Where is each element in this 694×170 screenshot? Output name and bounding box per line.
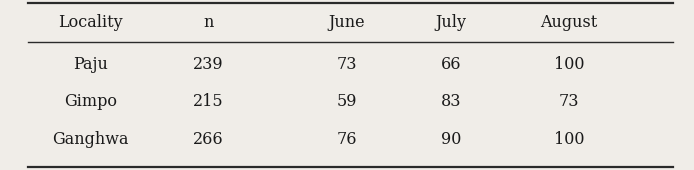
Text: June: June — [329, 14, 365, 31]
Text: 73: 73 — [337, 56, 357, 73]
Text: 266: 266 — [193, 131, 223, 148]
Text: 76: 76 — [337, 131, 357, 148]
Text: 66: 66 — [441, 56, 462, 73]
Text: Paju: Paju — [73, 56, 108, 73]
Text: 59: 59 — [337, 94, 357, 111]
Text: 73: 73 — [559, 94, 579, 111]
Text: 83: 83 — [441, 94, 462, 111]
Text: August: August — [541, 14, 598, 31]
Text: Ganghwa: Ganghwa — [52, 131, 128, 148]
Text: n: n — [203, 14, 213, 31]
Text: 100: 100 — [554, 56, 584, 73]
Text: 239: 239 — [193, 56, 223, 73]
Text: 90: 90 — [441, 131, 462, 148]
Text: July: July — [436, 14, 466, 31]
Text: 100: 100 — [554, 131, 584, 148]
Text: 215: 215 — [193, 94, 223, 111]
Text: Locality: Locality — [58, 14, 123, 31]
Text: Gimpo: Gimpo — [64, 94, 117, 111]
